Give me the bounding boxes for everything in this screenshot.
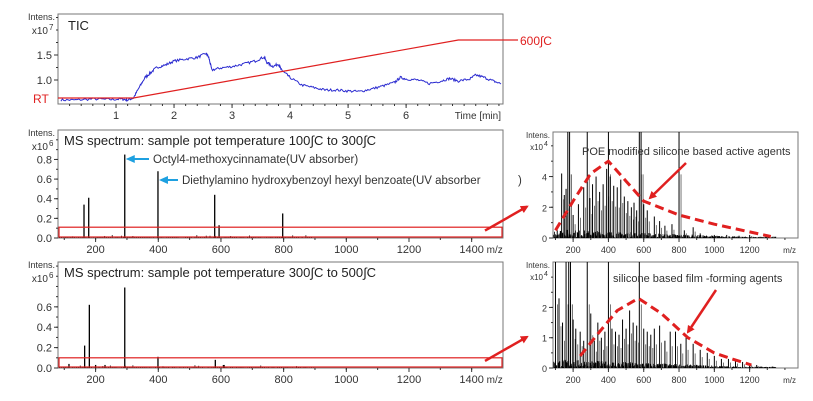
x-axis-label: Time [min] xyxy=(455,111,502,122)
x-tick-label: 1 xyxy=(113,110,119,122)
temperature-profile-line xyxy=(58,39,518,99)
annotation-label-trailing: ) xyxy=(518,175,522,187)
envelope-curve xyxy=(579,296,752,367)
y-axis-exponent: x10 xyxy=(32,26,49,37)
x-tick-label: 200 xyxy=(566,375,581,385)
y-axis-exponent-power: 4 xyxy=(544,271,548,278)
x-tick-label: 400 xyxy=(601,375,616,385)
x-tick-label: 4 xyxy=(287,110,293,122)
x-tick-label: 5 xyxy=(345,110,351,122)
x-axis-label: m/z xyxy=(783,246,796,255)
y-tick-label: 1 xyxy=(542,334,547,344)
x-tick-label: 600 xyxy=(636,375,651,385)
x-tick-label: 1000 xyxy=(334,374,358,386)
x-tick-label: 800 xyxy=(274,244,292,256)
y-axis-exponent: x10 xyxy=(32,142,49,153)
zoom-arrow xyxy=(484,205,529,232)
x-tick-label: 200 xyxy=(86,374,104,386)
x-tick-label: 800 xyxy=(672,245,687,255)
x-tick-label: 2 xyxy=(171,110,177,122)
y-tick-label: 1.5 xyxy=(37,50,52,62)
plot-frame xyxy=(57,129,504,239)
chart-title: MS spectrum: sample pot temperature 300∫… xyxy=(64,265,376,280)
x-tick-label: 6 xyxy=(403,110,409,122)
x-tick-label: 200 xyxy=(86,244,104,256)
temperature-start-label: RT xyxy=(33,92,49,106)
x-tick-label: 1200 xyxy=(740,245,760,255)
y-axis-exponent-power: 6 xyxy=(49,271,54,280)
x-tick-label: 200 xyxy=(566,245,581,255)
y-axis-label: Intens. xyxy=(526,131,550,140)
y-tick-label: 0.2 xyxy=(37,213,52,225)
x-tick-label: 600 xyxy=(636,245,651,255)
tic-series-line xyxy=(60,52,502,103)
chart-title: MS spectrum: sample pot temperature 100∫… xyxy=(64,133,376,148)
panel-ms2: 200 400 600 800 1000 1200 1400 0.0 0.2 0.4 0.6 Inte… xyxy=(28,260,529,386)
y-axis-label: Intens. xyxy=(526,261,550,270)
x-tick-label: 600 xyxy=(212,374,230,386)
y-tick-label: 0.8 xyxy=(37,154,52,166)
x-tick-label: 1000 xyxy=(704,375,724,385)
panel-tic: 1 2 3 4 5 6 1.0 1.5 Intens. x10 7 Time [min] RT 600∫C… xyxy=(28,12,552,122)
y-axis-exponent-power: 6 xyxy=(49,139,54,148)
y-tick-label: 0.4 xyxy=(37,194,52,206)
annotation-label: Diethylamino hydroxybenzoyl hexyl benzoa… xyxy=(182,175,481,187)
x-tick-label: 400 xyxy=(149,244,167,256)
x-tick-label: 1200 xyxy=(397,374,421,386)
y-axis-exponent-power: 7 xyxy=(49,23,54,32)
y-tick-label: 2 xyxy=(542,303,547,313)
chart-title: silicone based film -forming agents xyxy=(613,273,783,285)
envelope-arrow xyxy=(686,289,718,334)
y-tick-label: 0.0 xyxy=(37,233,52,245)
y-tick-label: 4 xyxy=(542,173,547,183)
envelope-curve xyxy=(554,159,772,238)
chart-title: POE modified silicone based active agent… xyxy=(582,146,791,158)
y-tick-label: 0.2 xyxy=(37,343,52,355)
panel-ms2-zoom: 200 400 600 800 1000 1200 0 1 2 Intens. x10 4 m/z sil… xyxy=(526,261,799,385)
y-tick-label: 0 xyxy=(542,234,547,244)
y-tick-label: 2 xyxy=(542,203,547,213)
annotation-label: Octyl4-methoxycinnamate(UV absorber) xyxy=(153,154,358,166)
x-axis-label: m/z xyxy=(487,245,503,256)
zoom-arrow xyxy=(484,335,529,362)
x-axis-label: m/z xyxy=(487,375,503,386)
plot-frame xyxy=(57,13,504,105)
y-tick-label: 0.4 xyxy=(37,322,52,334)
x-tick-label: 3 xyxy=(229,110,235,122)
y-tick-label: 0.6 xyxy=(37,302,52,314)
x-tick-label: 600 xyxy=(212,244,230,256)
x-tick-label: 800 xyxy=(274,374,292,386)
x-tick-label: 1400 xyxy=(459,374,483,386)
y-tick-label: 0.6 xyxy=(37,174,52,186)
x-tick-label: 400 xyxy=(149,374,167,386)
y-axis-label: Intens. xyxy=(28,260,55,270)
y-tick-label: 0 xyxy=(542,364,547,374)
x-tick-label: 1000 xyxy=(334,244,358,256)
y-axis-label: Intens. xyxy=(28,12,55,22)
zoom-region-box xyxy=(58,357,503,368)
y-axis-exponent: x10 xyxy=(530,143,543,152)
envelope-arrow xyxy=(648,162,687,200)
x-axis-label: m/z xyxy=(783,376,796,385)
x-tick-label: 1200 xyxy=(740,375,760,385)
x-tick-label: 800 xyxy=(672,375,687,385)
x-tick-label: 1000 xyxy=(704,245,724,255)
x-tick-label: 400 xyxy=(601,245,616,255)
y-tick-label: 0.0 xyxy=(37,363,52,375)
y-axis-exponent: x10 xyxy=(530,273,543,282)
panel-ms1: 200 400 600 800 1000 1200 1400 0.0 0.2 0.4 0.6 0.8 I… xyxy=(28,128,529,256)
y-axis-exponent-power: 4 xyxy=(544,141,548,148)
temperature-end-label: 600∫C xyxy=(520,34,552,48)
chart-title: TIC xyxy=(68,18,89,33)
zoom-region-box xyxy=(58,226,503,238)
x-tick-label: 1400 xyxy=(459,244,483,256)
y-axis-exponent: x10 xyxy=(32,274,49,285)
x-tick-label: 1200 xyxy=(397,244,421,256)
y-axis-label: Intens. xyxy=(28,128,55,138)
y-tick-label: 1.0 xyxy=(37,75,52,87)
plot-frame xyxy=(57,261,504,369)
